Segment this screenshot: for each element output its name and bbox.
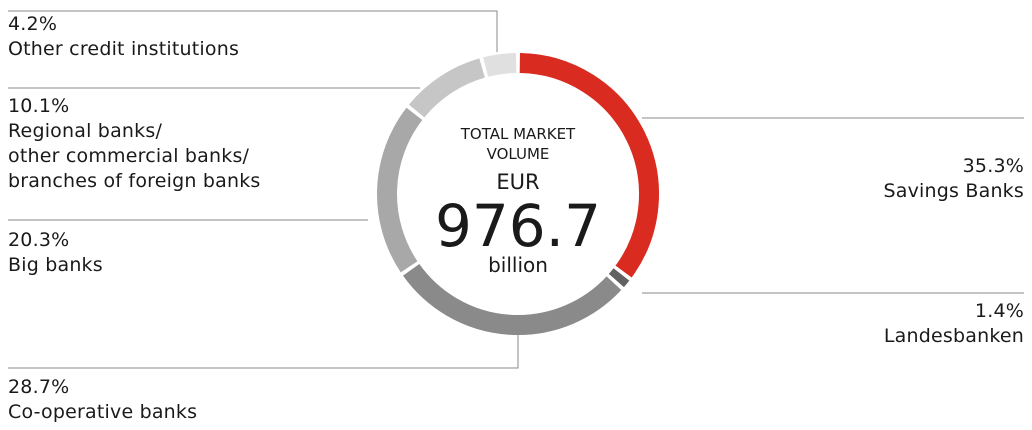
name-co-operative-banks: Co-operative banks — [8, 401, 198, 423]
donut-slice-landesbanken — [608, 268, 630, 288]
donut-slice-other-credit-institutions — [483, 53, 517, 77]
leader-line-co-operative-banks — [8, 330, 519, 369]
label-other-credit-institutions: 4.2% Other credit institutions — [8, 12, 239, 62]
label-big-banks: 20.3% Big banks — [8, 228, 103, 278]
donut-slice-co-operative-banks — [403, 263, 622, 335]
leader-lines — [8, 10, 1024, 369]
pct-co-operative-banks: 28.7% — [8, 376, 70, 398]
pct-savings-banks: 35.3% — [962, 155, 1024, 177]
label-landesbanken: 1.4% Landesbanken — [884, 299, 1024, 349]
donut-slice-regional-banks — [408, 58, 486, 118]
center-label-line1: TOTAL MARKET — [460, 125, 576, 143]
name-savings-banks: Savings Banks — [883, 180, 1024, 202]
pct-big-banks: 20.3% — [8, 229, 70, 251]
label-savings-banks: 35.3% Savings Banks — [884, 154, 1025, 204]
pct-landesbanken: 1.4% — [974, 300, 1024, 322]
donut-slice-big-banks — [377, 107, 423, 273]
name-landesbanken: Landesbanken — [883, 325, 1024, 347]
name-regional-banks: Regional banks/ other commercial banks/ … — [8, 120, 261, 192]
donut-arcs — [377, 53, 659, 335]
label-regional-banks: 10.1% Regional banks/ other commercial b… — [8, 94, 261, 194]
leader-line-other-credit-institutions — [8, 10, 498, 52]
center-total-value: 976.7 — [435, 192, 601, 260]
pct-regional-banks: 10.1% — [8, 95, 70, 117]
name-other-credit-institutions: Other credit institutions — [8, 38, 240, 60]
name-big-banks: Big banks — [8, 254, 103, 276]
donut-slice-savings-banks — [519, 53, 659, 278]
label-co-operative-banks: 28.7% Co-operative banks — [8, 375, 197, 425]
center-unit: billion — [488, 253, 548, 277]
pct-other-credit-institutions: 4.2% — [8, 13, 58, 35]
center-currency: EUR — [496, 170, 539, 194]
center-label-line2: VOLUME — [487, 145, 550, 163]
